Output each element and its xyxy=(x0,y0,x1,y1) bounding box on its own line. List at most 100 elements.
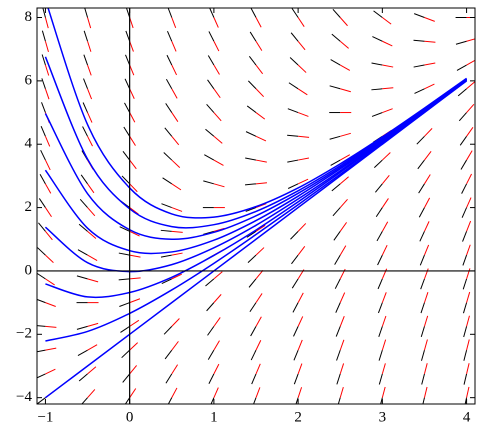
slope-segment xyxy=(205,271,223,287)
slope-segment xyxy=(460,150,473,170)
segment-head xyxy=(381,315,387,327)
segment-head xyxy=(87,17,92,29)
segment-tail xyxy=(293,326,299,337)
slope-segment xyxy=(288,82,308,96)
segment-head xyxy=(129,88,135,99)
segment-tail xyxy=(288,82,299,90)
slope-segment xyxy=(290,32,306,51)
segment-head xyxy=(87,41,92,52)
segment-tail xyxy=(160,254,172,258)
segment-tail xyxy=(205,128,215,137)
segment-head xyxy=(87,389,96,398)
slope-segment xyxy=(245,131,267,142)
segment-head xyxy=(381,339,387,351)
segment-tail xyxy=(293,349,299,361)
slope-segment xyxy=(160,252,183,258)
segment-tail xyxy=(287,159,299,163)
slope-segment xyxy=(373,10,392,25)
segment-head xyxy=(87,344,98,351)
segment-head xyxy=(129,319,140,327)
segment-head xyxy=(45,368,56,375)
segment-head xyxy=(424,128,433,137)
segment-tail xyxy=(291,8,299,18)
segment-head xyxy=(297,223,307,232)
segment-tail xyxy=(40,149,46,161)
slope-segment xyxy=(250,316,262,337)
segment-tail xyxy=(41,30,46,42)
slope-segment xyxy=(164,127,180,146)
slope-segment xyxy=(335,292,346,313)
slope-segment xyxy=(459,127,474,146)
slope-segment xyxy=(253,387,261,404)
slope-segment xyxy=(37,298,56,307)
segment-head xyxy=(213,340,220,351)
segment-tail xyxy=(291,278,299,289)
slope-segment xyxy=(250,8,262,28)
segment-tail xyxy=(167,397,173,404)
slope-segment xyxy=(336,339,345,361)
segment-tail xyxy=(248,55,257,66)
segment-tail xyxy=(457,88,467,97)
segment-head xyxy=(213,363,220,375)
slope-segment xyxy=(249,31,263,51)
slope-segment xyxy=(455,38,475,45)
slope-segment xyxy=(80,174,95,194)
slope-segment xyxy=(41,54,50,76)
segment-tail xyxy=(166,54,173,66)
slope-segment xyxy=(42,8,49,29)
segment-tail xyxy=(413,39,425,42)
segment-head xyxy=(423,339,428,351)
slope-segment xyxy=(120,319,140,333)
segment-head xyxy=(466,81,475,90)
slope-segment xyxy=(247,80,265,98)
segment-head xyxy=(129,41,134,52)
slope-segment xyxy=(163,152,181,168)
segment-tail xyxy=(165,103,173,113)
segment-tail xyxy=(418,207,425,218)
slope-segment xyxy=(37,247,54,264)
segment-head xyxy=(129,64,135,76)
y-tick-label: 8 xyxy=(25,9,33,25)
slope-segment xyxy=(245,157,267,163)
segment-head xyxy=(424,197,431,208)
segment-tail xyxy=(38,222,46,232)
slope-segment xyxy=(207,340,220,360)
slope-segment xyxy=(331,176,349,192)
segment-head xyxy=(213,387,219,398)
segment-head xyxy=(381,292,387,303)
slope-segment xyxy=(418,197,431,218)
segment-head xyxy=(423,244,430,256)
segment-tail xyxy=(118,278,130,281)
slope-segment xyxy=(163,318,180,335)
x-tick-label: 2 xyxy=(294,409,302,425)
segment-tail xyxy=(291,254,299,265)
slope-segment xyxy=(417,151,432,170)
segment-tail xyxy=(208,373,215,384)
slope-segment xyxy=(121,175,138,193)
slope-segment xyxy=(419,244,430,266)
segment-head xyxy=(129,207,139,215)
segment-head xyxy=(129,342,139,351)
segment-tail xyxy=(421,373,425,385)
segment-tail xyxy=(456,64,467,71)
segment-head xyxy=(129,230,140,237)
segment-tail xyxy=(287,108,299,114)
slope-segment xyxy=(289,57,307,73)
slope-segment xyxy=(121,342,139,359)
segment-head xyxy=(45,254,54,264)
segment-head xyxy=(255,182,267,185)
slope-segment xyxy=(463,315,470,338)
slope-segment xyxy=(462,268,471,290)
x-tick-label: 4 xyxy=(463,409,471,425)
slope-segment xyxy=(462,244,471,266)
segment-tail xyxy=(164,349,173,360)
segment-head xyxy=(213,135,223,144)
segment-head xyxy=(423,268,429,280)
segment-tail xyxy=(245,207,257,212)
slope-field xyxy=(37,8,475,404)
segment-head xyxy=(423,292,429,303)
slope-segment xyxy=(39,173,52,194)
segment-tail xyxy=(329,135,341,140)
segment-head xyxy=(298,135,310,138)
segment-head xyxy=(213,112,222,122)
